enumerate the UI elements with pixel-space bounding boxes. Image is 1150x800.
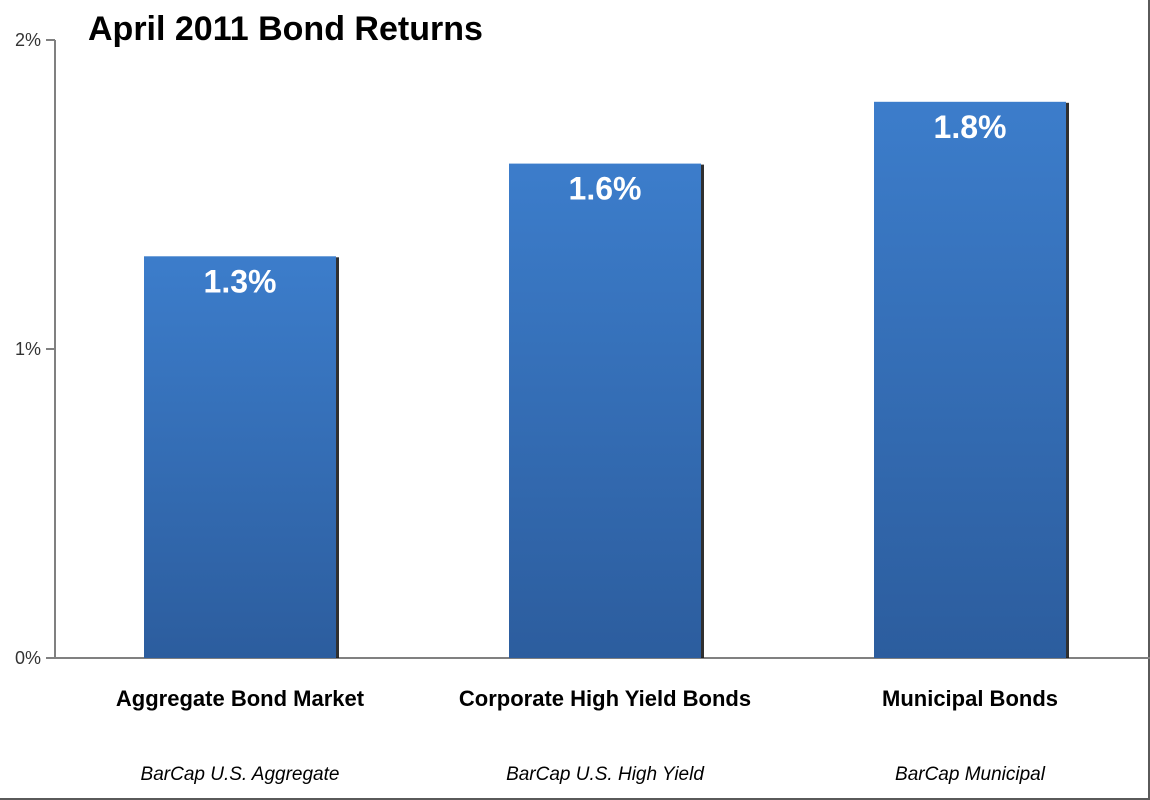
bar — [874, 101, 1066, 659]
chart-title: April 2011 Bond Returns — [88, 10, 483, 48]
bar — [509, 163, 701, 658]
category-sublabel: BarCap Municipal — [895, 764, 1046, 785]
bar-value-label: 1.8% — [934, 109, 1007, 145]
category-label: Municipal Bonds — [882, 686, 1058, 711]
category-label: Aggregate Bond Market — [116, 686, 365, 711]
category-sublabel: BarCap U.S. Aggregate — [141, 764, 340, 785]
y-tick-label: 2% — [15, 30, 41, 50]
bar — [144, 256, 336, 658]
bar-layer: 1.3% 1.6% 1.8% — [144, 101, 1069, 659]
bar-value-label: 1.6% — [569, 171, 642, 207]
bar-value-label: 1.3% — [204, 263, 277, 299]
category-label-layer: Aggregate Bond Market BarCap U.S. Aggrega… — [116, 686, 1058, 785]
y-tick-label: 1% — [15, 339, 41, 359]
y-tick-label: 0% — [15, 648, 41, 668]
category-label: Corporate High Yield Bonds — [459, 686, 751, 711]
category-sublabel: BarCap U.S. High Yield — [506, 764, 705, 785]
